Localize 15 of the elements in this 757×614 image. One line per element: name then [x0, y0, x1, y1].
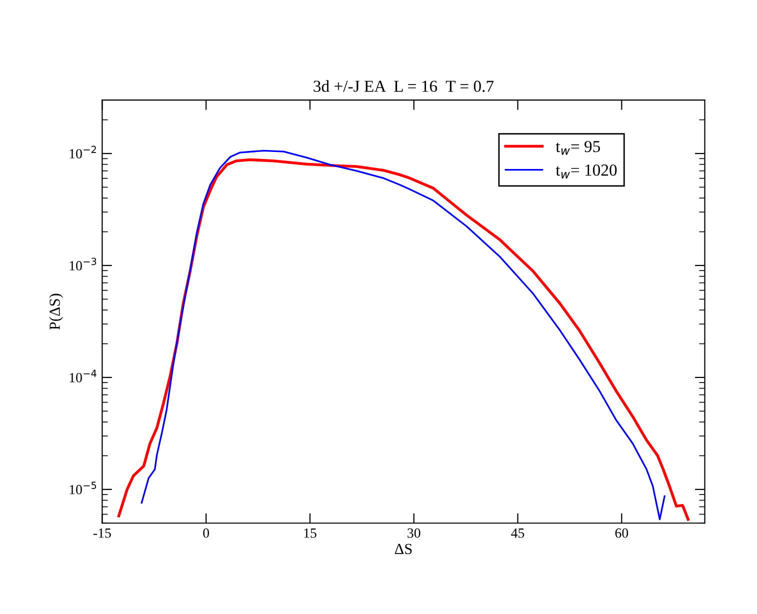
- x-tick-label: 30: [408, 528, 420, 538]
- x-tick-label: -15: [93, 528, 111, 538]
- chart-title: 3d +/-J EA L = 16 T = 0.7: [314, 80, 494, 92]
- legend-label: t$_{w}$= 95: [556, 140, 600, 155]
- y-axis-title: P(ΔS): [49, 294, 64, 330]
- y-tick-label: 10$^{−3}$: [70, 258, 96, 270]
- x-tick-label: 15: [304, 528, 316, 538]
- x-tick-label: 0: [203, 528, 210, 538]
- y-tick-label: 10$^{−2}$: [70, 146, 96, 158]
- y-tick-label: 10$^{−5}$: [70, 482, 96, 494]
- y-tick-label: 10$^{−4}$: [70, 370, 96, 382]
- x-axis-title: ΔS: [394, 544, 412, 554]
- x-tick-label: 45: [511, 528, 524, 538]
- legend-label: t$_{w}$= 1020: [556, 164, 617, 178]
- x-tick-label: 60: [615, 528, 628, 538]
